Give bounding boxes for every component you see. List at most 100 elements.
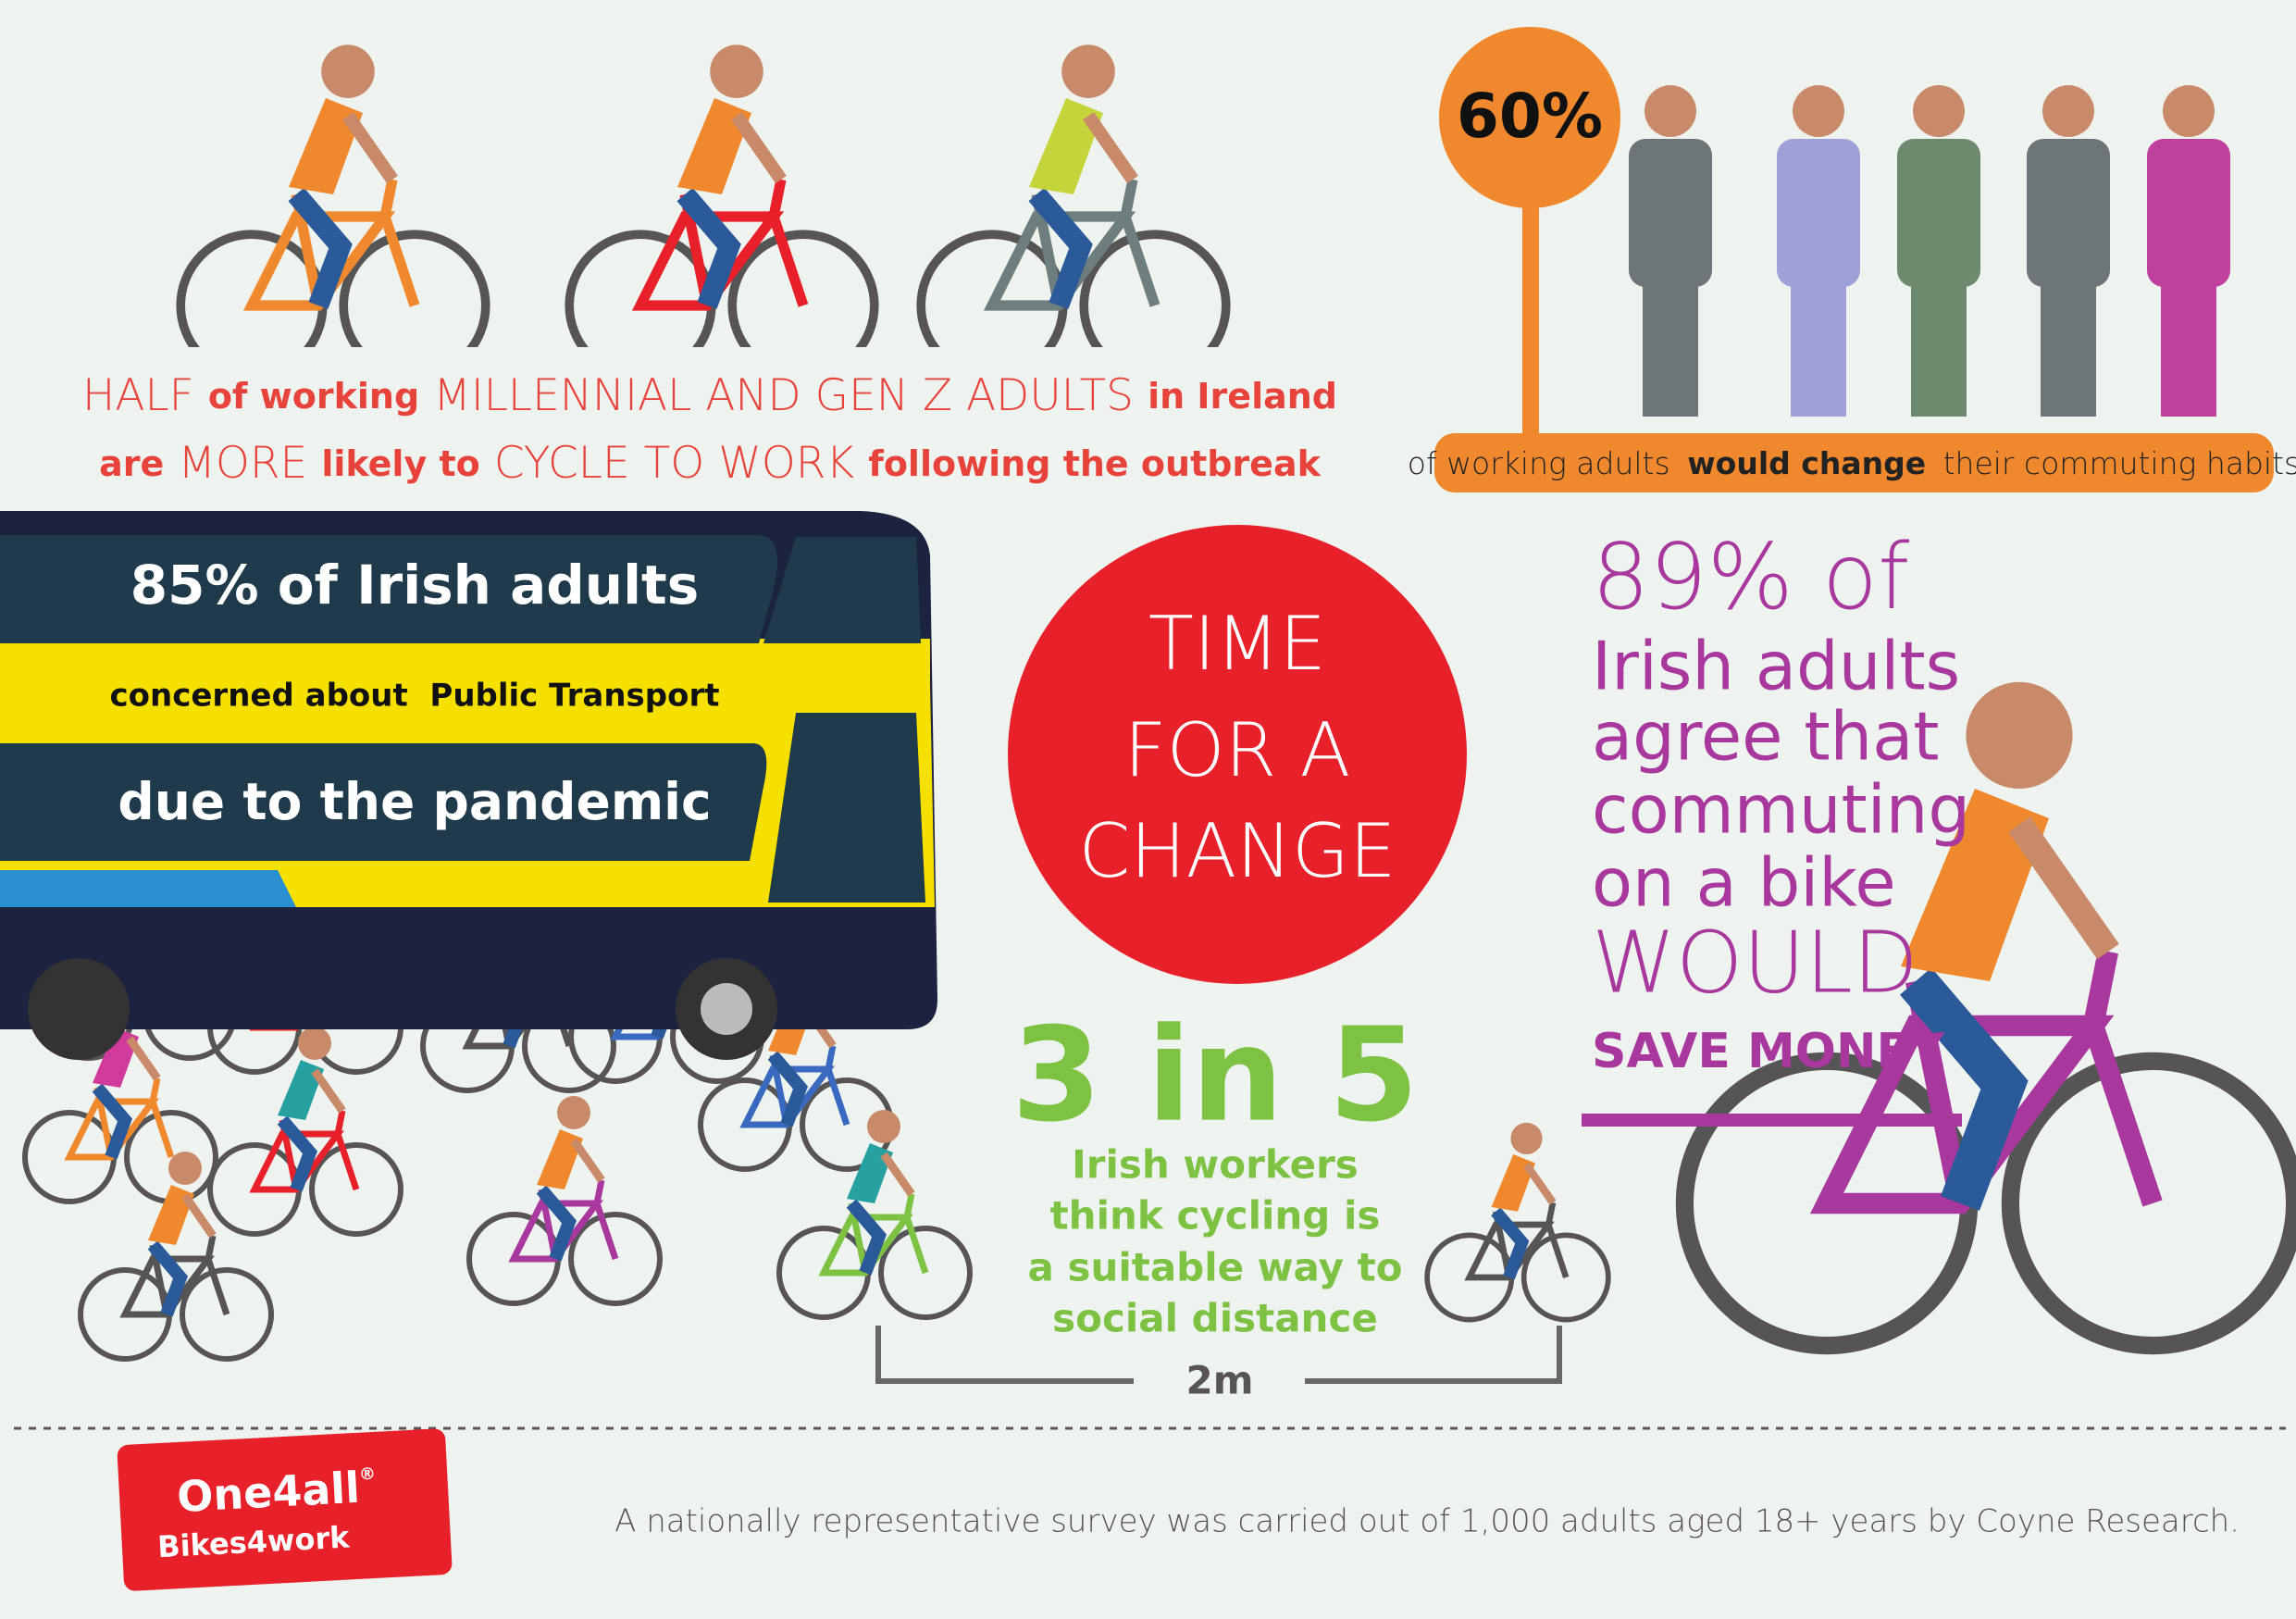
legs bbox=[676, 187, 741, 309]
money-line: Irish adults bbox=[1592, 628, 1960, 705]
head bbox=[867, 1110, 900, 1143]
arm bbox=[126, 1036, 161, 1081]
bus-window bbox=[763, 537, 921, 643]
distance-line: Irish workers bbox=[1072, 1142, 1359, 1188]
arm bbox=[2008, 816, 2119, 960]
logo-card bbox=[117, 1428, 453, 1591]
legs bbox=[767, 1051, 809, 1127]
caption-part: would change bbox=[1687, 445, 1926, 481]
banner-circle bbox=[1008, 525, 1467, 984]
badge-figure: 60% bbox=[1457, 81, 1603, 152]
person-legs bbox=[2161, 278, 2216, 417]
money-line: commuting bbox=[1592, 771, 1970, 849]
caption-part: their commuting habits bbox=[1943, 445, 2296, 481]
head bbox=[168, 1152, 202, 1185]
person-body bbox=[2147, 139, 2230, 287]
cyclist bbox=[78, 1152, 274, 1362]
frame bbox=[818, 1193, 929, 1277]
legs bbox=[147, 1240, 189, 1317]
bus-window bbox=[768, 713, 925, 903]
cargo-rack bbox=[1582, 1114, 1962, 1127]
head bbox=[1510, 1122, 1543, 1154]
frame bbox=[1464, 1202, 1570, 1281]
legs bbox=[92, 1083, 133, 1160]
head bbox=[298, 1027, 331, 1060]
banner-line: FOR A bbox=[1124, 707, 1351, 793]
person-legs bbox=[2041, 278, 2096, 417]
person-legs bbox=[1643, 278, 1698, 417]
person-legs bbox=[1791, 278, 1846, 417]
person-head bbox=[2042, 85, 2094, 137]
headline-part: MORE bbox=[178, 438, 307, 489]
frame bbox=[242, 178, 420, 311]
logo-brand-text: One4all bbox=[176, 1462, 361, 1521]
frame bbox=[1809, 949, 2163, 1214]
frame bbox=[739, 1045, 850, 1128]
bus-window bbox=[0, 535, 777, 643]
legs bbox=[846, 1199, 887, 1276]
person-head bbox=[2163, 85, 2215, 137]
legs bbox=[1899, 967, 2029, 1211]
distance-line: social distance bbox=[1052, 1296, 1378, 1341]
money-line: 89% of bbox=[1592, 525, 1910, 630]
wheel bbox=[180, 1267, 274, 1362]
cyclist bbox=[776, 1110, 973, 1320]
head bbox=[1061, 44, 1115, 98]
arm bbox=[1522, 1162, 1557, 1205]
bus-window bbox=[0, 743, 767, 861]
logo: One4all® Bikes4work bbox=[117, 1428, 453, 1591]
frame bbox=[631, 178, 809, 311]
person-legs bbox=[1911, 278, 1967, 417]
headline-part: likely to bbox=[321, 443, 479, 484]
arm bbox=[342, 112, 398, 184]
arm bbox=[311, 1068, 346, 1114]
logo-brand: One4all® bbox=[176, 1461, 378, 1521]
footer-source: A nationally representative survey was c… bbox=[614, 1503, 2240, 1540]
headline-part: CYCLE TO WORK bbox=[494, 438, 855, 489]
wheel bbox=[2001, 1052, 2296, 1355]
legs bbox=[536, 1185, 577, 1262]
frame bbox=[983, 178, 1160, 311]
arm bbox=[880, 1152, 915, 1197]
bus-line: due to the pandemic bbox=[118, 772, 711, 831]
head bbox=[710, 44, 763, 98]
arm bbox=[731, 112, 787, 184]
person-body bbox=[1777, 139, 1860, 287]
person-head bbox=[1913, 85, 1965, 137]
frame bbox=[64, 1077, 175, 1161]
arm bbox=[1083, 112, 1138, 184]
caption-part: of working adults bbox=[1408, 445, 1670, 481]
frame bbox=[249, 1110, 360, 1193]
headline-line: are MORE likely to CYCLE TO WORK followi… bbox=[99, 438, 1321, 489]
bus bbox=[0, 511, 937, 1060]
logo-mark: ® bbox=[358, 1464, 376, 1485]
crop bbox=[0, 347, 1434, 384]
distance-label: 2m bbox=[1186, 1358, 1254, 1403]
illustrations bbox=[0, 44, 2296, 1362]
bus-line: 85% of Irish adults bbox=[130, 554, 699, 616]
headline-part: following the outbreak bbox=[868, 443, 1321, 484]
wheel bbox=[309, 1142, 403, 1237]
caption: of working adults would change their com… bbox=[1408, 445, 2296, 481]
headline-part: MILLENNIAL AND GEN Z ADULTS bbox=[433, 370, 1134, 421]
cyclist bbox=[1424, 1122, 1611, 1323]
arm bbox=[570, 1138, 605, 1183]
bus-line: concerned about Public Transport bbox=[110, 678, 720, 715]
person-body bbox=[2027, 139, 2110, 287]
legs bbox=[277, 1115, 318, 1192]
headline-part: HALF bbox=[82, 370, 194, 421]
bus-accent bbox=[0, 870, 296, 907]
cyclist bbox=[1675, 681, 2296, 1355]
arm bbox=[181, 1193, 217, 1239]
headline-part: in Ireland bbox=[1148, 376, 1337, 417]
wheel bbox=[568, 1212, 663, 1306]
head bbox=[321, 44, 375, 98]
headline-part: are bbox=[99, 443, 164, 484]
frame bbox=[119, 1235, 230, 1318]
head bbox=[1966, 681, 2073, 789]
person-head bbox=[1644, 85, 1696, 137]
bus-hub bbox=[701, 983, 752, 1035]
person-head bbox=[1793, 85, 1844, 137]
